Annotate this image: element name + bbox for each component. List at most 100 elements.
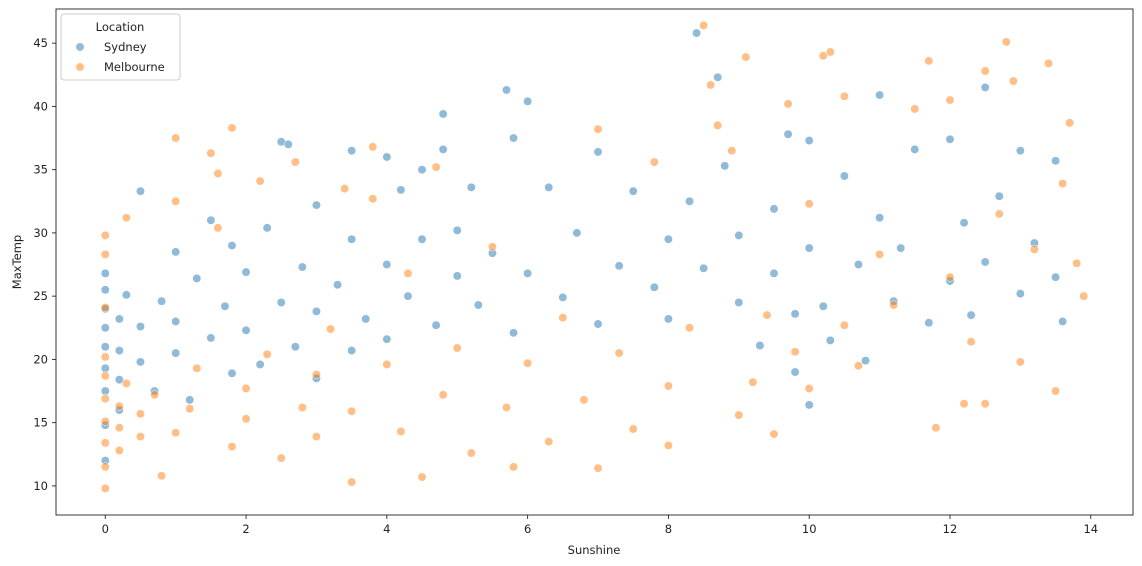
data-point-sydney <box>509 328 518 338</box>
data-point-sydney <box>431 320 441 330</box>
data-point-melbourne <box>452 343 462 353</box>
data-point-melbourne <box>100 230 110 240</box>
data-point-sydney <box>136 322 145 331</box>
data-point-sydney <box>100 363 110 373</box>
data-point-melbourne <box>1072 258 1082 268</box>
data-point-melbourne <box>762 310 772 320</box>
data-point-melbourne <box>114 401 124 411</box>
data-point-melbourne <box>1079 291 1089 301</box>
data-point-sydney <box>649 282 659 292</box>
legend-title: Location <box>96 20 145 34</box>
data-point-melbourne <box>945 272 955 282</box>
data-point-melbourne <box>713 120 723 130</box>
data-point-sydney <box>121 290 131 300</box>
data-point-melbourne <box>326 324 335 334</box>
data-point-melbourne <box>523 358 533 368</box>
data-point-melbourne <box>396 427 406 436</box>
data-point-sydney <box>769 268 779 278</box>
data-point-sydney <box>1015 289 1025 299</box>
data-point-sydney <box>136 186 145 196</box>
data-point-melbourne <box>157 471 167 481</box>
data-point-sydney <box>980 257 990 267</box>
data-point-sydney <box>825 335 835 345</box>
data-point-sydney <box>692 28 702 38</box>
data-point-sydney <box>347 234 357 244</box>
data-point-sydney <box>783 129 793 139</box>
data-point-sydney <box>276 298 286 307</box>
data-point-melbourne <box>1065 118 1075 128</box>
data-point-sydney <box>720 161 730 171</box>
data-point-sydney <box>896 243 906 253</box>
data-point-sydney <box>255 360 265 369</box>
data-point-melbourne <box>1051 386 1061 396</box>
data-point-melbourne <box>227 123 237 133</box>
data-point-sydney <box>312 306 321 316</box>
data-point-melbourne <box>818 51 828 61</box>
data-point-melbourne <box>734 410 744 420</box>
data-point-melbourne <box>558 313 568 323</box>
data-point-sydney <box>663 234 673 244</box>
data-point-melbourne <box>114 423 124 433</box>
data-point-sydney <box>572 228 582 238</box>
data-point-melbourne <box>100 483 110 493</box>
data-point-melbourne <box>980 399 990 409</box>
data-point-sydney <box>769 204 779 214</box>
data-point-melbourne <box>121 213 131 223</box>
data-point-sydney <box>466 182 476 192</box>
data-point-sydney <box>206 215 216 225</box>
data-point-sydney <box>417 165 427 175</box>
data-point-sydney <box>171 317 181 326</box>
data-point-melbourne <box>804 199 814 209</box>
data-point-sydney <box>1051 156 1061 166</box>
data-point-sydney <box>593 319 603 329</box>
data-point-sydney <box>312 200 321 210</box>
data-point-sydney <box>685 196 694 206</box>
data-point-sydney <box>297 262 307 272</box>
data-point-sydney <box>502 85 511 95</box>
data-point-sydney <box>241 325 251 335</box>
legend-label-sydney: Sydney <box>104 40 147 54</box>
data-point-sydney <box>136 357 145 367</box>
data-point-melbourne <box>312 432 321 442</box>
x-axis-label: Sunshine <box>568 543 621 557</box>
data-point-melbourne <box>438 390 448 400</box>
data-point-melbourne <box>614 348 624 358</box>
data-point-melbourne <box>100 462 110 472</box>
data-point-melbourne <box>262 349 272 359</box>
legend-marker-melbourne <box>75 62 85 72</box>
data-point-melbourne <box>889 300 899 310</box>
data-point-sydney <box>347 146 357 156</box>
data-point-melbourne <box>980 66 990 76</box>
y-tick-label: 10 <box>33 479 48 493</box>
x-tick-label: 0 <box>102 522 109 536</box>
data-point-melbourne <box>685 323 694 333</box>
data-point-sydney <box>192 273 202 283</box>
data-point-melbourne <box>804 384 814 393</box>
data-point-melbourne <box>171 428 181 438</box>
data-point-melbourne <box>741 52 751 62</box>
data-point-sydney <box>361 314 371 324</box>
x-tick-label: 14 <box>1083 522 1098 536</box>
data-point-melbourne <box>431 162 441 172</box>
x-tick-label: 10 <box>802 522 817 536</box>
data-point-sydney <box>438 144 448 154</box>
data-point-sydney <box>417 234 427 244</box>
data-point-melbourne <box>241 414 251 424</box>
data-point-sydney <box>790 309 800 319</box>
data-point-melbourne <box>100 352 110 362</box>
data-point-melbourne <box>368 142 378 152</box>
data-point-melbourne <box>839 320 849 330</box>
data-point-sydney <box>839 171 849 181</box>
data-point-melbourne <box>171 133 181 143</box>
legend-label-melbourne: Melbourne <box>104 60 165 74</box>
data-point-melbourne <box>727 146 737 156</box>
data-point-melbourne <box>966 337 976 347</box>
data-point-sydney <box>100 285 110 295</box>
data-point-sydney <box>804 243 814 253</box>
data-point-sydney <box>861 356 870 366</box>
data-point-sydney <box>206 333 216 343</box>
data-point-melbourne <box>924 56 934 66</box>
data-point-melbourne <box>213 223 223 233</box>
data-point-sydney <box>713 72 723 82</box>
